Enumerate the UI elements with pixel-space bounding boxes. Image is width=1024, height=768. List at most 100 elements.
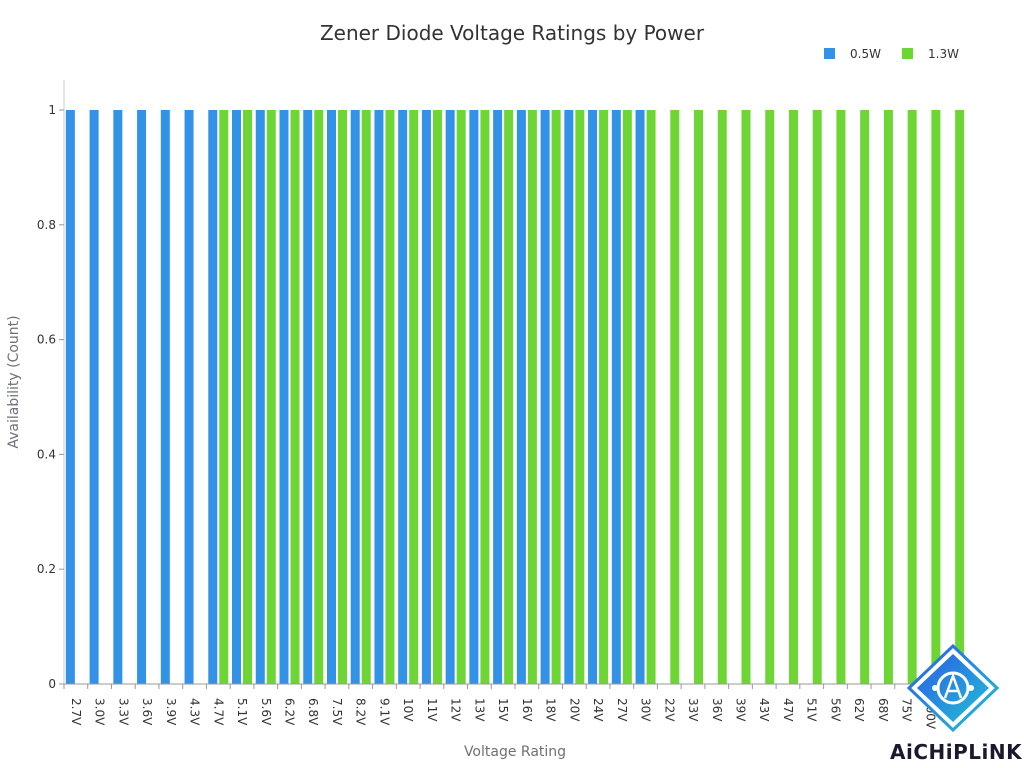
bar-1.3W-7.5V <box>337 110 347 684</box>
x-tick-label: 75V <box>900 698 914 722</box>
legend-swatch-1.3W <box>902 48 913 59</box>
bar-1.3W-100V <box>931 110 941 684</box>
bar-1.3W-20V <box>575 110 585 684</box>
bar-1.3W-24V <box>599 110 609 684</box>
x-tick-label: 4.7V <box>211 698 225 726</box>
bar-1.3W-75V <box>907 110 917 684</box>
x-tick-label: 43V <box>757 698 771 722</box>
legend-label-1.3W: 1.3W <box>928 47 959 61</box>
x-tick-label: 22V <box>662 698 676 722</box>
bar-1.3W-43V <box>765 110 775 684</box>
bar-0.5W-5.6V <box>255 110 265 684</box>
x-tick-label: 2.7V <box>69 698 83 726</box>
x-axis: 2.7V 3.0V 3.3V 3.6V 3.9V 4.3V 4.7V 5.1V 5.6V 6.2V… <box>63 683 967 730</box>
y-tick-label: 0.8 <box>37 218 56 232</box>
bar-0.5W-10V <box>398 110 408 684</box>
bar-1.3W-27V <box>622 110 632 684</box>
x-tick-label: 6.8V <box>306 698 320 726</box>
x-tick-label: 3.3V <box>116 698 130 726</box>
x-tick-label: 39V <box>734 698 748 722</box>
y-tick-label: 0.6 <box>37 333 56 347</box>
x-tick-label: 4.3V <box>188 698 202 726</box>
bar-1.3W-4.7V <box>219 110 229 684</box>
x-tick-label: 10V <box>401 698 415 722</box>
bar-0.5W-15V <box>493 110 503 684</box>
bar-1.3W-8.2V <box>361 110 371 684</box>
x-tick-label: 36V <box>710 698 724 722</box>
bar-1.3W-13V <box>480 110 490 684</box>
bar-0.5W-3.9V <box>160 110 170 684</box>
bar-1.3W-39V <box>741 110 751 684</box>
x-axis-label: Voltage Rating <box>464 744 566 760</box>
bar-0.5W-20V <box>564 110 574 684</box>
x-tick-label: 27V <box>615 698 629 722</box>
bar-1.3W-5.1V <box>243 110 253 684</box>
x-tick-label: 3.9V <box>164 698 178 726</box>
bar-1.3W-36V <box>717 110 727 684</box>
bar-1.3W-33V <box>694 110 704 684</box>
bar-0.5W-27V <box>611 110 621 684</box>
x-tick-label: 6.2V <box>283 698 297 726</box>
x-tick-label: 51V <box>805 698 819 722</box>
chart-title: Zener Diode Voltage Ratings by Power <box>320 21 705 45</box>
bar-1.3W-82V <box>955 110 965 684</box>
legend-label-0.5W: 0.5W <box>850 47 881 61</box>
x-tick-label: 56V <box>828 698 842 722</box>
bar-0.5W-3.6V <box>137 110 147 684</box>
bar-1.3W-47V <box>788 110 798 684</box>
bar-0.5W-30V <box>635 110 645 684</box>
bar-0.5W-4.7V <box>208 110 218 684</box>
x-tick-label: 13V <box>472 698 486 722</box>
bar-1.3W-6.8V <box>314 110 324 684</box>
y-axis-label: Availability (Count) <box>6 315 22 448</box>
bar-1.3W-9.1V <box>385 110 395 684</box>
x-tick-label: 18V <box>544 698 558 722</box>
bar-0.5W-9.1V <box>374 110 384 684</box>
bar-1.3W-62V <box>860 110 870 684</box>
bar-1.3W-68V <box>883 110 893 684</box>
bar-0.5W-13V <box>469 110 479 684</box>
x-tick-label: 12V <box>449 698 463 722</box>
bar-1.3W-10V <box>409 110 419 684</box>
x-tick-label: 5.6V <box>259 698 273 726</box>
y-tick-label: 1 <box>48 103 56 117</box>
bar-0.5W-5.1V <box>232 110 242 684</box>
x-tick-label: 68V <box>876 698 890 722</box>
x-tick-label: 20V <box>567 698 581 722</box>
chip-logo-icon <box>906 643 1000 733</box>
x-tick-label: 24V <box>591 698 605 722</box>
watermark-text: AiCHiPLiNK <box>890 740 1023 764</box>
bar-0.5W-24V <box>588 110 598 684</box>
x-tick-label: 11V <box>425 698 439 722</box>
bar-1.3W-22V <box>670 110 680 684</box>
y-tick-label: 0.2 <box>37 562 56 576</box>
x-tick-label: 3.0V <box>93 698 107 726</box>
bar-0.5W-7.5V <box>326 110 336 684</box>
x-tick-label: 16V <box>520 698 534 722</box>
bar-0.5W-2.7V <box>65 110 75 684</box>
legend: 0.5W 1.3W <box>824 47 959 61</box>
y-axis: 0 0.2 0.4 0.6 0.8 1 <box>37 80 65 691</box>
bar-1.3W-5.6V <box>266 110 276 684</box>
bar-1.3W-30V <box>646 110 656 684</box>
watermark: AiCHiPLiNK <box>890 640 1023 768</box>
x-tick-label: 5.1V <box>235 698 249 726</box>
x-tick-label: 33V <box>686 698 700 722</box>
bar-0.5W-6.2V <box>279 110 289 684</box>
x-tick-label: 30V <box>639 698 653 722</box>
bar-0.5W-8.2V <box>350 110 360 684</box>
bar-1.3W-16V <box>527 110 537 684</box>
x-tick-label: 15V <box>496 698 510 722</box>
bar-0.5W-12V <box>445 110 455 684</box>
bar-1.3W-12V <box>456 110 466 684</box>
y-tick-label: 0.4 <box>37 447 56 461</box>
x-tick-label: 3.6V <box>140 698 154 726</box>
x-tick-label: 62V <box>852 698 866 722</box>
bar-1.3W-6.2V <box>290 110 300 684</box>
bar-0.5W-6.8V <box>303 110 313 684</box>
bar-0.5W-18V <box>540 110 550 684</box>
bars <box>65 110 965 684</box>
bar-0.5W-4.3V <box>184 110 194 684</box>
bar-0.5W-16V <box>516 110 526 684</box>
